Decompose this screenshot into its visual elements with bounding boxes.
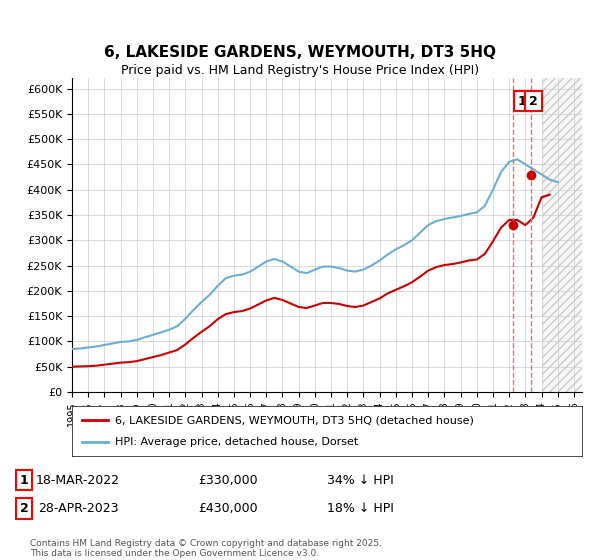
Text: 34% ↓ HPI: 34% ↓ HPI: [326, 474, 394, 487]
Bar: [542, 78, 582, 392]
Text: 28-APR-2023: 28-APR-2023: [38, 502, 118, 515]
Text: 18% ↓ HPI: 18% ↓ HPI: [326, 502, 394, 515]
Text: Price paid vs. HM Land Registry's House Price Index (HPI): Price paid vs. HM Land Registry's House …: [121, 64, 479, 77]
Text: 18-MAR-2022: 18-MAR-2022: [36, 474, 120, 487]
Text: £430,000: £430,000: [198, 502, 258, 515]
Text: 1: 1: [20, 474, 28, 487]
Bar: [542, 78, 582, 392]
Text: 2: 2: [529, 95, 538, 108]
Text: 2: 2: [20, 502, 28, 515]
Text: HPI: Average price, detached house, Dorset: HPI: Average price, detached house, Dors…: [115, 437, 359, 447]
Text: 1: 1: [518, 95, 526, 108]
Text: Contains HM Land Registry data © Crown copyright and database right 2025.
This d: Contains HM Land Registry data © Crown c…: [30, 539, 382, 558]
Text: 6, LAKESIDE GARDENS, WEYMOUTH, DT3 5HQ (detached house): 6, LAKESIDE GARDENS, WEYMOUTH, DT3 5HQ (…: [115, 415, 474, 425]
Text: 6, LAKESIDE GARDENS, WEYMOUTH, DT3 5HQ: 6, LAKESIDE GARDENS, WEYMOUTH, DT3 5HQ: [104, 45, 496, 60]
Text: £330,000: £330,000: [198, 474, 258, 487]
